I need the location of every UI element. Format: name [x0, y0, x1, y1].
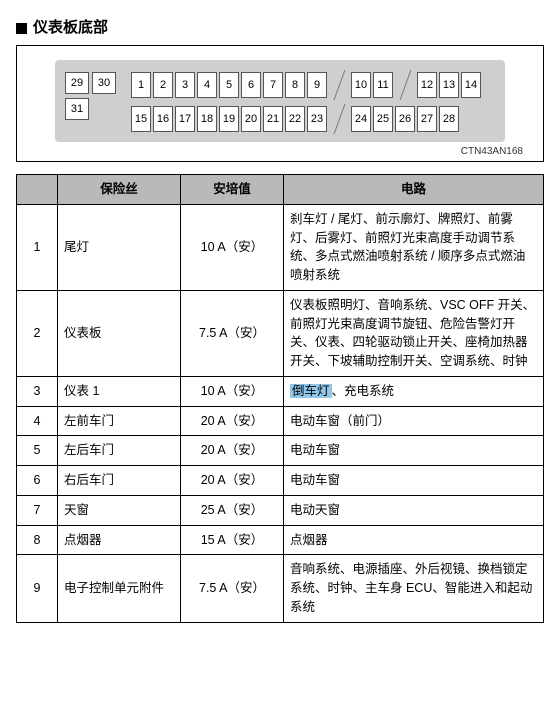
fuse-gap — [329, 72, 349, 98]
cell-num: 6 — [17, 466, 58, 496]
fuse-slot: 27 — [417, 106, 437, 132]
table-row: 7天窗25 A（安）电动天窗 — [17, 495, 544, 525]
table-row: 3仪表 110 A（安）倒车灯、充电系统 — [17, 376, 544, 406]
fuse-diagram-container: 2930 31 1234567891011121314 151617181920… — [16, 45, 544, 162]
cell-name: 右后车门 — [58, 466, 181, 496]
section-title: 仪表板底部 — [16, 16, 544, 37]
cell-name: 仪表 1 — [58, 376, 181, 406]
fuse-slot: 24 — [351, 106, 371, 132]
table-body: 1尾灯10 A（安）刹车灯 / 尾灯、前示廓灯、牌照灯、前雾灯、后雾灯、前照灯光… — [17, 204, 544, 622]
fuse-slot: 12 — [417, 72, 437, 98]
header-fuse: 保险丝 — [58, 175, 181, 205]
fuse-gap — [329, 106, 349, 132]
fuse-gap — [395, 72, 415, 98]
left-top-row: 2930 — [65, 72, 125, 94]
fuse-slot: 9 — [307, 72, 327, 98]
cell-amp: 7.5 A（安） — [181, 555, 284, 622]
fuse-slot: 25 — [373, 106, 393, 132]
fuse-slot: 8 — [285, 72, 305, 98]
cell-num: 4 — [17, 406, 58, 436]
cell-num: 1 — [17, 204, 58, 290]
cell-circuit: 仪表板照明灯、音响系统、VSC OFF 开关、前照灯光束高度调节旋钮、危险告警灯… — [284, 290, 544, 376]
fuse-panel: 2930 31 1234567891011121314 151617181920… — [55, 60, 505, 142]
square-bullet-icon — [16, 23, 27, 34]
fuse-slot: 10 — [351, 72, 371, 98]
table-row: 9电子控制单元附件7.5 A（安）音响系统、电源插座、外后视镜、换档锁定系统、时… — [17, 555, 544, 622]
fuse-slot: 23 — [307, 106, 327, 132]
cell-circuit: 电动天窗 — [284, 495, 544, 525]
table-row: 2仪表板7.5 A（安）仪表板照明灯、音响系统、VSC OFF 开关、前照灯光束… — [17, 290, 544, 376]
fuse-slot: 31 — [65, 98, 89, 120]
header-circuit: 电路 — [284, 175, 544, 205]
fuse-slot: 29 — [65, 72, 89, 94]
cell-amp: 10 A（安） — [181, 376, 284, 406]
cell-num: 7 — [17, 495, 58, 525]
highlighted-text: 倒车灯 — [290, 384, 332, 398]
cell-name: 仪表板 — [58, 290, 181, 376]
fuse-slot: 30 — [92, 72, 116, 94]
header-amp: 安培值 — [181, 175, 284, 205]
fuse-row-1: 1234567891011121314 — [131, 72, 495, 98]
fuse-row-2: 151617181920212223 2425262728 — [131, 106, 495, 132]
diagram-code: CTN43AN168 — [31, 146, 529, 157]
fuse-slot: 2 — [153, 72, 173, 98]
right-fuse-group: 1234567891011121314 15161718192021222324… — [131, 72, 495, 132]
cell-name: 电子控制单元附件 — [58, 555, 181, 622]
cell-num: 2 — [17, 290, 58, 376]
fuse-slot: 22 — [285, 106, 305, 132]
cell-circuit: 电动车窗（前门） — [284, 406, 544, 436]
cell-name: 左后车门 — [58, 436, 181, 466]
fuse-slot: 3 — [175, 72, 195, 98]
cell-name: 点烟器 — [58, 525, 181, 555]
fuse-slot: 19 — [219, 106, 239, 132]
fuse-slot: 18 — [197, 106, 217, 132]
fuse-slot: 6 — [241, 72, 261, 98]
fuse-slot: 13 — [439, 72, 459, 98]
cell-circuit: 音响系统、电源插座、外后视镜、换档锁定系统、时钟、主车身 ECU、智能进入和起动… — [284, 555, 544, 622]
cell-name: 尾灯 — [58, 204, 181, 290]
fuse-slot: 1 — [131, 72, 151, 98]
left-fuse-group: 2930 31 — [65, 72, 125, 132]
table-row: 1尾灯10 A（安）刹车灯 / 尾灯、前示廓灯、牌照灯、前雾灯、后雾灯、前照灯光… — [17, 204, 544, 290]
cell-amp: 7.5 A（安） — [181, 290, 284, 376]
cell-circuit: 倒车灯、充电系统 — [284, 376, 544, 406]
left-bottom-row: 31 — [65, 98, 125, 120]
cell-num: 5 — [17, 436, 58, 466]
cell-circuit: 电动车窗 — [284, 436, 544, 466]
cell-num: 8 — [17, 525, 58, 555]
fuse-slot: 20 — [241, 106, 261, 132]
title-text: 仪表板底部 — [33, 19, 108, 36]
fuse-slot: 7 — [263, 72, 283, 98]
table-row: 8点烟器15 A（安）点烟器 — [17, 525, 544, 555]
cell-name: 天窗 — [58, 495, 181, 525]
fuse-slot: 26 — [395, 106, 415, 132]
fuse-slot: 15 — [131, 106, 151, 132]
header-num — [17, 175, 58, 205]
cell-amp: 25 A（安） — [181, 495, 284, 525]
fuse-slot: 16 — [153, 106, 173, 132]
fuse-slot: 14 — [461, 72, 481, 98]
cell-num: 9 — [17, 555, 58, 622]
fuse-slot: 5 — [219, 72, 239, 98]
table-row: 6右后车门20 A（安）电动车窗 — [17, 466, 544, 496]
fuse-slot: 11 — [373, 72, 393, 98]
cell-amp: 15 A（安） — [181, 525, 284, 555]
cell-name: 左前车门 — [58, 406, 181, 436]
fuse-slot: 17 — [175, 106, 195, 132]
fuse-slot: 21 — [263, 106, 283, 132]
cell-circuit: 点烟器 — [284, 525, 544, 555]
fuse-slot: 28 — [439, 106, 459, 132]
table-row: 4左前车门20 A（安）电动车窗（前门） — [17, 406, 544, 436]
cell-circuit: 电动车窗 — [284, 466, 544, 496]
table-header: 保险丝 安培值 电路 — [17, 175, 544, 205]
cell-circuit: 刹车灯 / 尾灯、前示廓灯、牌照灯、前雾灯、后雾灯、前照灯光束高度手动调节系统、… — [284, 204, 544, 290]
cell-amp: 10 A（安） — [181, 204, 284, 290]
cell-amp: 20 A（安） — [181, 406, 284, 436]
fuse-slot: 4 — [197, 72, 217, 98]
fuse-table: 保险丝 安培值 电路 1尾灯10 A（安）刹车灯 / 尾灯、前示廓灯、牌照灯、前… — [16, 174, 544, 623]
cell-amp: 20 A（安） — [181, 436, 284, 466]
cell-amp: 20 A（安） — [181, 466, 284, 496]
cell-num: 3 — [17, 376, 58, 406]
table-row: 5左后车门20 A（安）电动车窗 — [17, 436, 544, 466]
